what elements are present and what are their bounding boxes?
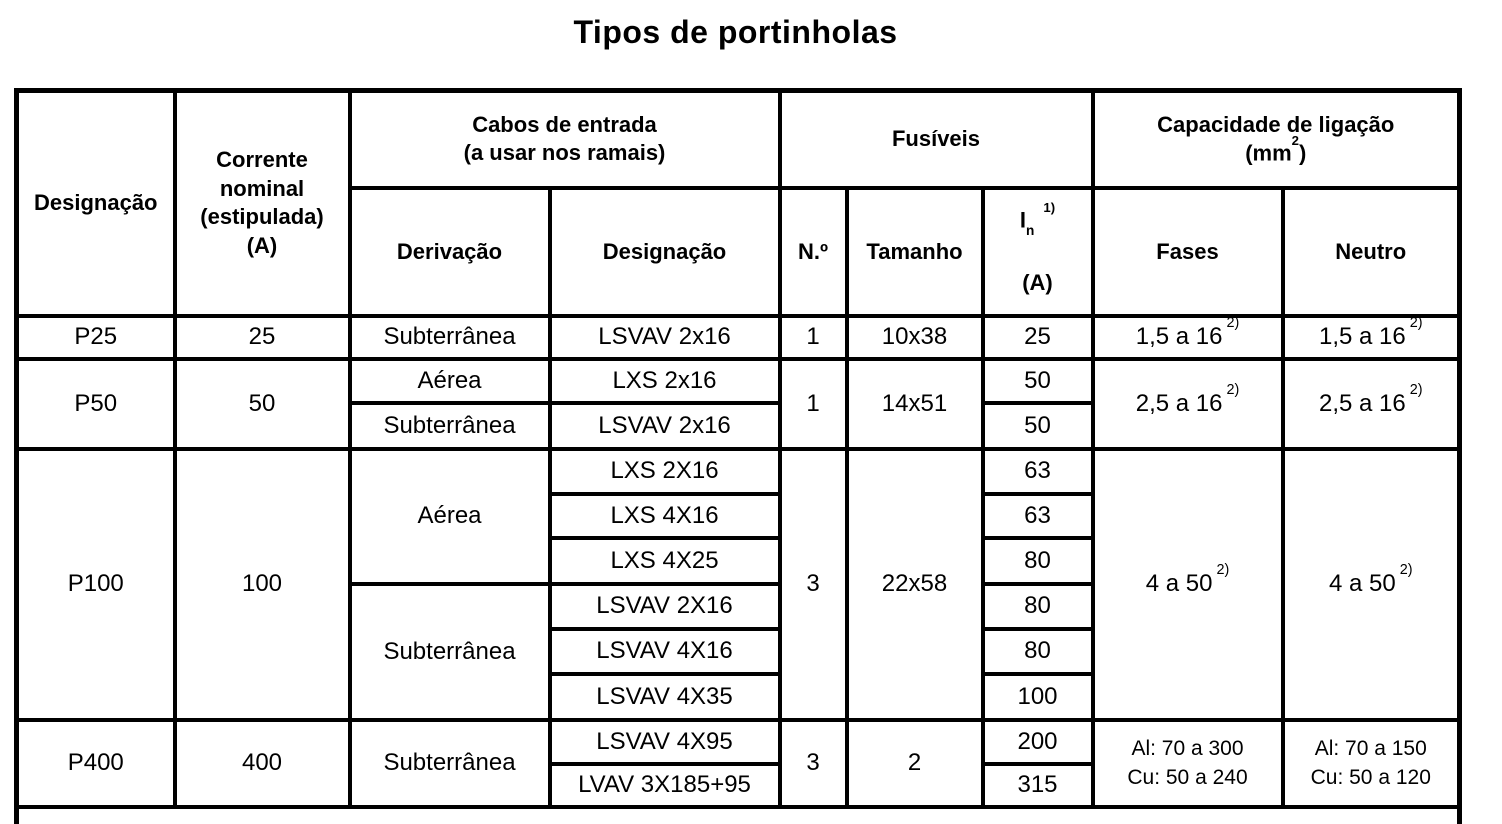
table-row-p400-1: P400 400 Subterrânea LSVAV 4X95 3 2 200 … xyxy=(14,717,1462,809)
table-row-p400-2: LVAV 3X185+95 315 xyxy=(17,761,1460,809)
header-numero: N.º xyxy=(777,185,849,318)
cell-p400-corrente: 400 xyxy=(172,717,352,809)
header-derivacao: Derivação xyxy=(347,185,552,318)
cell-p100-in-5: 80 xyxy=(980,626,1095,676)
cell-p400-in-2: 315 xyxy=(980,761,1095,809)
cell-p50-aerea-cabo: LXS 2x16 xyxy=(547,356,782,405)
header-neutro: Neutro xyxy=(1280,185,1462,318)
cell-p100-fases: 4 a 50 2) xyxy=(1090,446,1285,722)
cell-p400-neutro: Al: 70 a 150 Cu: 50 a 120 xyxy=(1280,717,1462,809)
footnote-marker-1: 1) xyxy=(1043,199,1056,215)
header-tamanho: Tamanho xyxy=(844,185,985,318)
footnote-marker-2: 2) xyxy=(1226,381,1240,398)
cell-p400-in-1: 200 xyxy=(980,717,1095,766)
header-in-unit: (A) xyxy=(1022,269,1053,295)
table-row-p100-2: LXS 4X16 63 xyxy=(17,491,1460,540)
cell-p100-cabo-6: LSVAV 4X35 xyxy=(547,671,782,722)
header-designacao: Designação xyxy=(14,88,177,318)
cell-p100-neutro: 4 a 50 2) xyxy=(1280,446,1462,722)
footnote-marker-2: 2) xyxy=(1409,381,1423,398)
cell-p50-fases: 2,5 a 16 2) xyxy=(1090,356,1285,451)
portinholas-table: Designação Corrente nominal (estipulada)… xyxy=(14,88,1462,824)
table-row-p100-6: LSVAV 4X35 100 xyxy=(17,671,1460,722)
cell-p25-corrente: 25 xyxy=(172,313,352,361)
cell-p25-designacao: P25 xyxy=(14,313,177,361)
table-row-p100-4: Subterrânea LSVAV 2X16 80 xyxy=(17,581,1460,722)
cell-p25-fases: 1,5 a 16 2) xyxy=(1090,313,1285,361)
cell-p25-neutro: 1,5 a 16 2) xyxy=(1280,313,1462,361)
footnote-marker-2: 2) xyxy=(1216,562,1230,579)
cell-p400-fases: Al: 70 a 300 Cu: 50 a 240 xyxy=(1090,717,1285,809)
table-row-p50-subterranea: Subterrânea LSVAV 2x16 50 xyxy=(17,400,1460,451)
header-fusiveis-group: Fusíveis xyxy=(777,88,1095,190)
header-in-corrente: In1) (A) xyxy=(980,185,1095,318)
table-row-p25: P25 25 Subterrânea LSVAV 2x16 1 10x38 25… xyxy=(14,313,1462,361)
table-row-p100-5: LSVAV 4X16 80 xyxy=(17,626,1460,676)
header-in-wrap: In1) (A) xyxy=(987,199,1089,296)
header-corrente-nominal: Corrente nominal (estipulada) (A) xyxy=(172,88,352,318)
cell-p50-sub-cabo: LSVAV 2x16 xyxy=(547,400,782,451)
cell-p50-tamanho: 14x51 xyxy=(844,356,985,451)
table-row-p100-1: P100 100 Aérea LXS 2X16 3 22x58 63 4 a 5… xyxy=(14,446,1462,722)
cell-p50-sub-in: 50 xyxy=(980,400,1095,451)
header-capacidade-group: Capacidade de ligação (mm2) xyxy=(1090,88,1462,190)
cell-p100-sub-derivacao: Subterrânea xyxy=(347,581,552,722)
cell-p100-cabo-2: LXS 4X16 xyxy=(547,491,782,540)
cell-p50-corrente: 50 xyxy=(172,356,352,451)
cell-p100-in-6: 100 xyxy=(980,671,1095,722)
header-cabos-entrada-group: Cabos de entrada (a usar nos ramais) xyxy=(347,88,782,190)
header-fases: Fases xyxy=(1090,185,1285,318)
cell-p50-numero: 1 xyxy=(777,356,849,451)
footnote-marker-2: 2) xyxy=(1399,562,1413,579)
cell-p100-cabo-1: LXS 2X16 xyxy=(547,446,782,496)
table-row-p50-aerea: P50 50 Aérea LXS 2x16 1 14x51 50 2,5 a 1… xyxy=(14,356,1462,451)
cell-p100-in-2: 63 xyxy=(980,491,1095,540)
footnote-marker-2: 2) xyxy=(1409,315,1423,332)
footnote-marker-2: 2) xyxy=(1226,315,1240,332)
table-row-p100-3: LXS 4X25 80 xyxy=(17,535,1460,586)
cell-p400-derivacao: Subterrânea xyxy=(347,717,552,809)
cell-p100-cabo-3: LXS 4X25 xyxy=(547,535,782,586)
cell-p100-in-3: 80 xyxy=(980,535,1095,586)
cell-p100-numero: 3 xyxy=(777,446,849,722)
cell-p400-tamanho: 2 xyxy=(844,717,985,809)
cell-p50-designacao: P50 xyxy=(14,356,177,451)
cell-p100-corrente: 100 xyxy=(172,446,352,722)
cell-p50-sub-derivacao: Subterrânea xyxy=(347,400,552,451)
cell-p50-neutro: 2,5 a 16 2) xyxy=(1280,356,1462,451)
cell-p100-aerea-derivacao: Aérea xyxy=(347,446,552,586)
header-capacidade-line1: Capacidade de ligação xyxy=(1157,112,1395,138)
cell-p25-cabo: LSVAV 2x16 xyxy=(547,313,782,361)
header-row-groups: Designação Corrente nominal (estipulada)… xyxy=(14,88,1462,318)
cell-p100-tamanho: 22x58 xyxy=(844,446,985,722)
table-row-continuation xyxy=(14,804,1462,824)
header-row-columns: Derivação Designação N.º Tamanho In1) (A… xyxy=(17,185,1462,318)
cell-p400-numero: 3 xyxy=(777,717,849,809)
cell-p50-aerea-derivacao: Aérea xyxy=(347,356,552,405)
cell-p25-derivacao: Subterrânea xyxy=(347,313,552,361)
cell-p400-cabo-2: LVAV 3X185+95 xyxy=(547,761,782,809)
cell-p100-cabo-5: LSVAV 4X16 xyxy=(547,626,782,676)
cell-p100-cabo-4: LSVAV 2X16 xyxy=(547,581,782,631)
cell-p50-aerea-in: 50 xyxy=(980,356,1095,405)
cell-p100-designacao: P100 xyxy=(14,446,177,722)
header-in-symbol: In1) xyxy=(1019,199,1056,239)
cell-p100-in-4: 80 xyxy=(980,581,1095,631)
cell-p25-in: 25 xyxy=(980,313,1095,361)
cell-p25-numero: 1 xyxy=(777,313,849,361)
header-capacidade-unit: (mm2) xyxy=(1245,132,1307,166)
cell-p25-tamanho: 10x38 xyxy=(844,313,985,361)
header-cabo-designacao: Designação xyxy=(547,185,782,318)
page-title: Tipos de portinholas xyxy=(573,14,898,50)
cell-p400-cabo-1: LSVAV 4X95 xyxy=(547,717,782,766)
cell-p400-designacao: P400 xyxy=(14,717,177,809)
footnotes-area xyxy=(14,804,1462,824)
cell-p100-in-1: 63 xyxy=(980,446,1095,496)
